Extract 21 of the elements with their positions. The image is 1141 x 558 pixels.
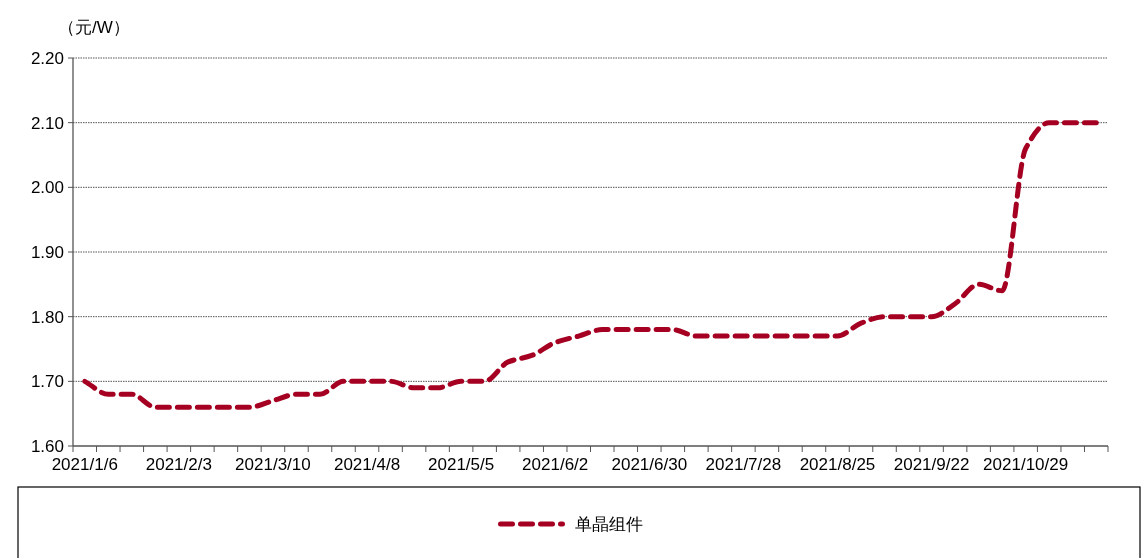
y-tick-label: 1.90 — [30, 243, 64, 262]
x-tick-label: 2021/2/3 — [145, 455, 212, 474]
y-axis-title: （元/W） — [58, 18, 130, 37]
x-tick-label: 2021/5/5 — [428, 455, 495, 474]
legend-label: 单晶组件 — [574, 514, 643, 534]
x-tick-label: 2021/8/25 — [799, 455, 876, 474]
legend: 单晶组件 — [17, 486, 1141, 558]
x-tick-label: 2021/6/2 — [522, 455, 589, 474]
x-tick-label: 2021/3/10 — [235, 455, 311, 474]
x-tick-label: 2021/1/6 — [51, 455, 118, 474]
y-tick-label: 1.70 — [30, 372, 64, 392]
x-tick-label: 2021/7/28 — [705, 455, 782, 474]
x-tick-label: 2021/9/22 — [893, 455, 970, 474]
x-tick-label: 2021/4/8 — [333, 455, 401, 474]
x-tick-label: 2021/6/30 — [611, 455, 688, 474]
y-tick-label: 1.60 — [30, 437, 64, 456]
y-tick-label: 2.20 — [30, 49, 64, 68]
y-tick-label: 1.80 — [30, 307, 64, 327]
y-tick-label: 2.10 — [30, 113, 64, 133]
y-tick-label: 2.00 — [30, 178, 64, 198]
x-tick-label: 2021/10/29 — [983, 455, 1069, 474]
